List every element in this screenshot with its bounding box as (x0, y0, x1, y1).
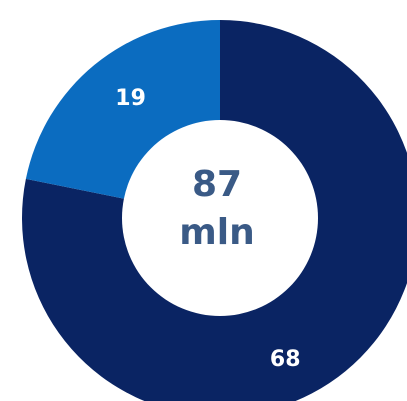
center-total-unit: mln (179, 212, 254, 253)
slice-data-label-2: 19 (115, 86, 146, 111)
center-total-value: 87 (192, 164, 242, 205)
pie-slice-1 (22, 20, 407, 401)
slice-data-label-1: 68 (270, 347, 301, 372)
slice-labels-group: 68 19 (115, 86, 300, 372)
donut-hole (122, 120, 318, 316)
